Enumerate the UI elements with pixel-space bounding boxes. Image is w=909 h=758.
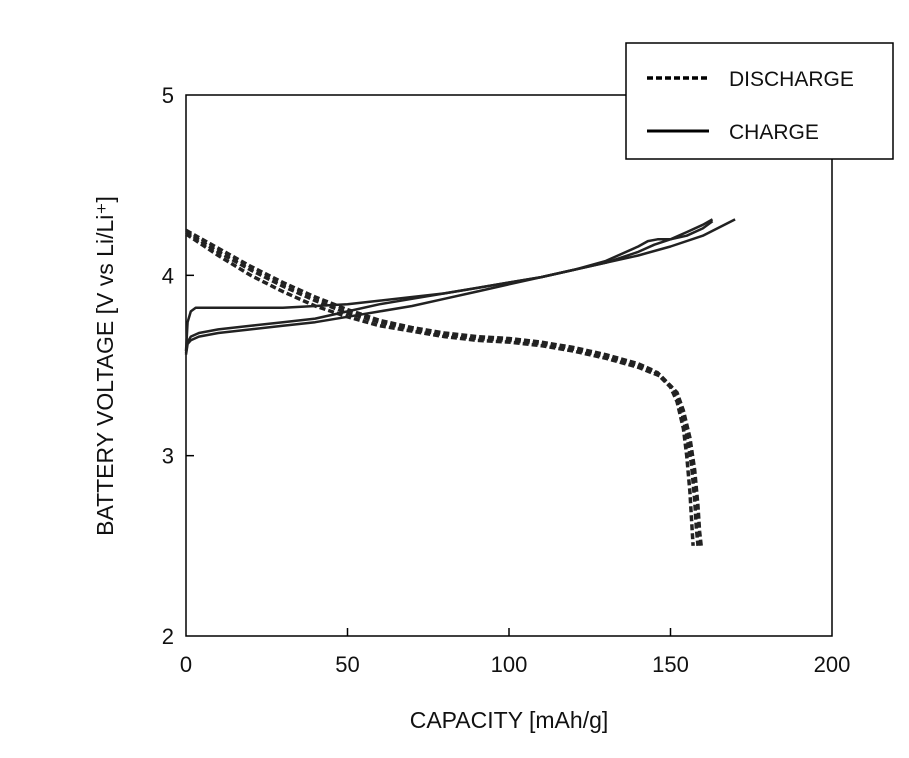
x-tick-label: 0 — [180, 652, 192, 677]
x-tick-label: 50 — [335, 652, 359, 677]
discharge-curve — [186, 234, 701, 546]
x-axis-title: CAPACITY [mAh/g] — [410, 707, 609, 733]
discharge-curve — [186, 230, 693, 546]
y-tick-label: 5 — [162, 83, 174, 108]
x-tick-label: 200 — [814, 652, 851, 677]
plot-frame — [186, 95, 832, 636]
y-tick-label: 3 — [162, 444, 174, 469]
y-tick-label: 2 — [162, 624, 174, 649]
legend: DISCHARGE CHARGE — [626, 43, 893, 159]
legend-discharge-label: DISCHARGE — [729, 68, 854, 91]
curves — [186, 219, 735, 545]
y-axis-title: BATTERY VOLTAGE [V vs Li/Li⁺] — [92, 196, 118, 536]
legend-charge-label: CHARGE — [729, 121, 819, 144]
x-tick-label: 100 — [491, 652, 528, 677]
y-tick-label: 4 — [162, 263, 174, 288]
axis-ticks: 0 50 100 150 200 2 3 4 5 — [162, 83, 851, 677]
charge-curve — [186, 219, 713, 351]
discharge-curve — [186, 232, 698, 546]
x-tick-label: 150 — [652, 652, 689, 677]
